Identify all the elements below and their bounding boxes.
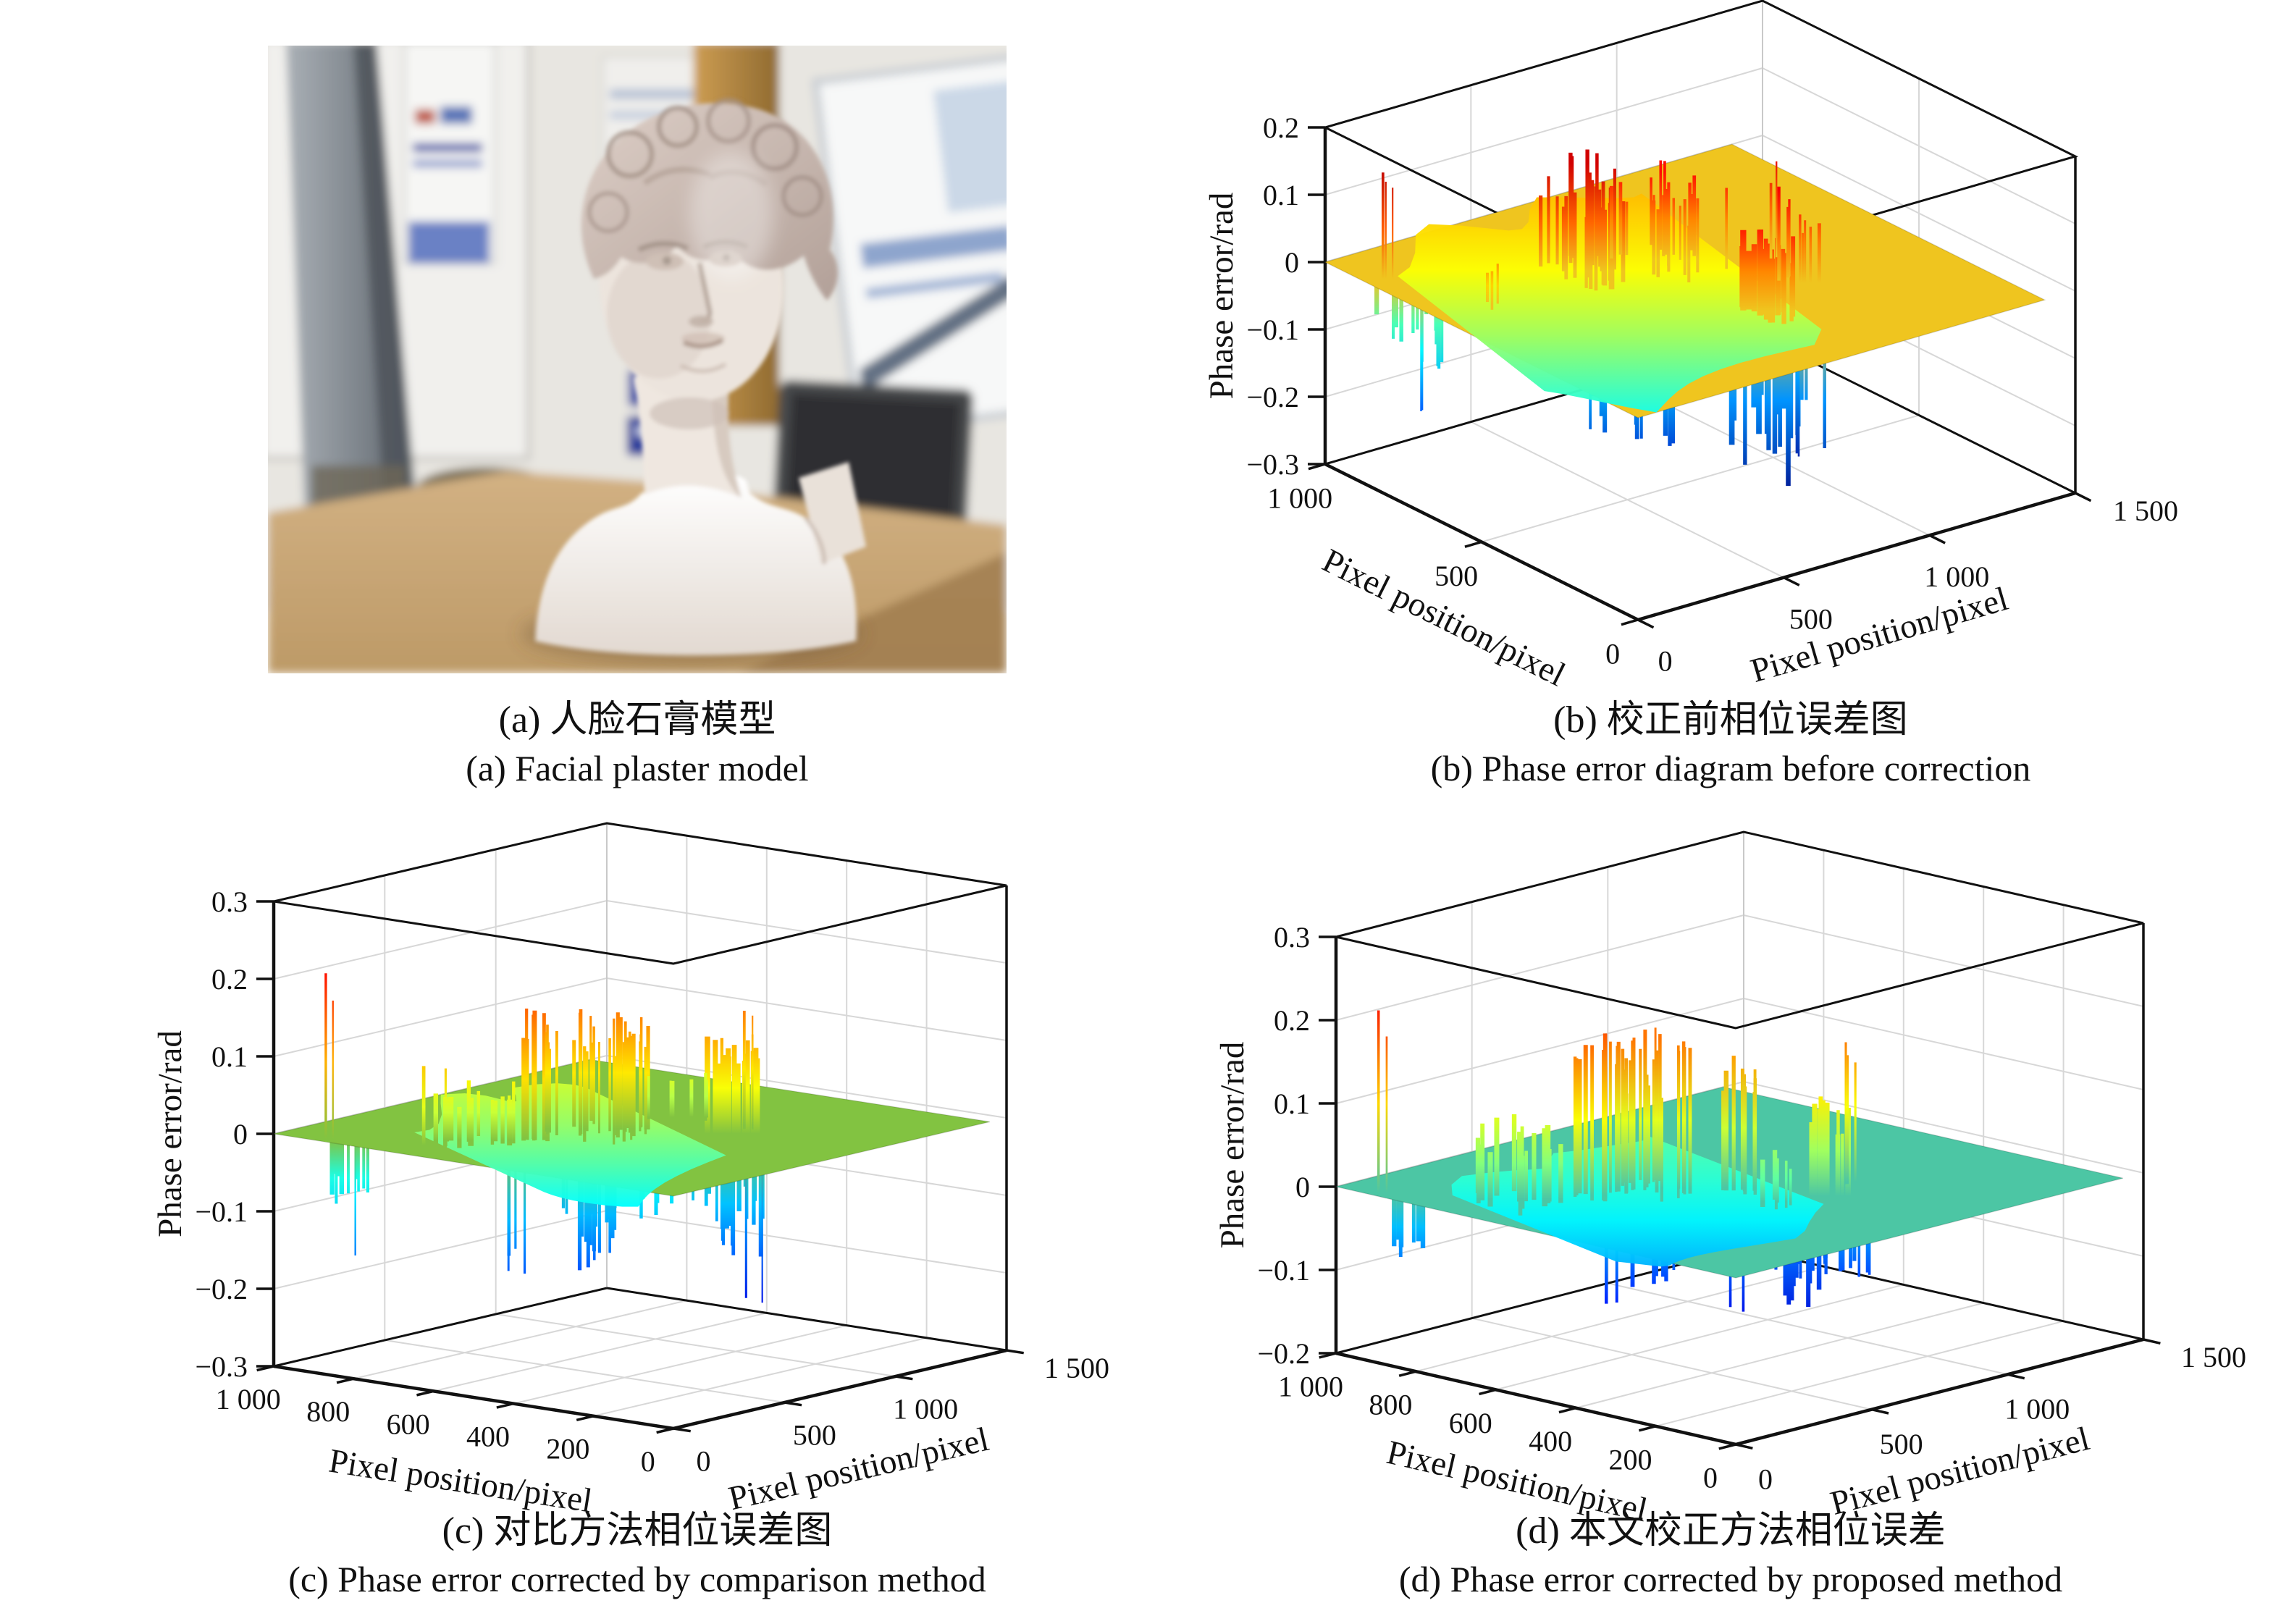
svg-text:Pixel position/pixel: Pixel position/pixel bbox=[1747, 580, 2012, 690]
svg-text:400: 400 bbox=[466, 1420, 510, 1452]
caption-a-english: (a) Facial plaster model bbox=[466, 748, 809, 788]
svg-text:1 500: 1 500 bbox=[1044, 1352, 1109, 1384]
svg-text:0.3: 0.3 bbox=[1274, 921, 1310, 954]
svg-text:1 000: 1 000 bbox=[1924, 560, 1989, 593]
caption-d-chinese: (d) 本文校正方法相位误差 bbox=[1516, 1510, 1946, 1552]
caption-c-chinese: (c) 对比方法相位误差图 bbox=[442, 1510, 833, 1552]
svg-text:−0.2: −0.2 bbox=[195, 1273, 248, 1305]
svg-text:500: 500 bbox=[793, 1418, 836, 1451]
svg-text:600: 600 bbox=[387, 1408, 430, 1440]
svg-text:1 500: 1 500 bbox=[2113, 495, 2178, 527]
svg-text:−0.1: −0.1 bbox=[1257, 1254, 1310, 1287]
facial-plaster-model-photo bbox=[268, 46, 1007, 673]
svg-text:0.1: 0.1 bbox=[1263, 179, 1299, 211]
caption-panel-a: (a) 人脸石膏模型 (a) Facial plaster model bbox=[87, 697, 1188, 792]
svg-text:200: 200 bbox=[546, 1433, 589, 1465]
svg-text:Phase error/rad: Phase error/rad bbox=[1214, 1042, 1251, 1249]
svg-text:0: 0 bbox=[1758, 1463, 1773, 1495]
caption-c-english: (c) Phase error corrected by comparison … bbox=[288, 1559, 986, 1599]
svg-text:−0.3: −0.3 bbox=[195, 1350, 248, 1383]
caption-panel-b: (b) 校正前相位误差图 (b) Phase error diagram bef… bbox=[1180, 697, 2281, 792]
svg-text:500: 500 bbox=[1789, 602, 1833, 635]
svg-text:−0.1: −0.1 bbox=[195, 1195, 248, 1228]
svg-text:Phase error/rad: Phase error/rad bbox=[151, 1030, 189, 1237]
svg-text:0: 0 bbox=[1605, 637, 1620, 670]
svg-text:0: 0 bbox=[233, 1118, 248, 1150]
svg-text:0: 0 bbox=[1285, 246, 1299, 279]
svg-text:−0.2: −0.2 bbox=[1246, 381, 1299, 413]
svg-text:1 000: 1 000 bbox=[1278, 1370, 1343, 1402]
svg-text:0: 0 bbox=[1703, 1461, 1718, 1494]
framed-poster bbox=[811, 50, 1007, 437]
svg-text:0.2: 0.2 bbox=[1263, 112, 1299, 144]
svg-text:400: 400 bbox=[1529, 1425, 1572, 1457]
svg-text:0.3: 0.3 bbox=[211, 885, 248, 918]
caption-b-english: (b) Phase error diagram before correctio… bbox=[1430, 748, 2031, 788]
svg-text:−0.2: −0.2 bbox=[1257, 1337, 1310, 1370]
surface-plot-phase-error-proposed-method: 0.3 0.2 0.1 0 −0.1 −0.2 1 000 800 600 400 200 0 0 500… bbox=[1195, 818, 2281, 1529]
svg-text:0.2: 0.2 bbox=[1274, 1004, 1310, 1037]
svg-text:1 000: 1 000 bbox=[216, 1383, 281, 1415]
svg-text:−0.1: −0.1 bbox=[1246, 314, 1299, 346]
surface-plot-phase-error-comparison-method: 0.3 0.2 0.1 0 −0.1 −0.2 −0.3 1 000 800 600 400 200 0… bbox=[72, 818, 1159, 1520]
svg-text:−0.3: −0.3 bbox=[1246, 448, 1299, 481]
svg-text:500: 500 bbox=[1880, 1428, 1923, 1460]
svg-text:800: 800 bbox=[306, 1395, 350, 1428]
caption-b-chinese: (b) 校正前相位误差图 bbox=[1553, 699, 1908, 741]
svg-text:1 000: 1 000 bbox=[2004, 1393, 2070, 1426]
svg-text:0: 0 bbox=[1295, 1171, 1310, 1203]
svg-text:0: 0 bbox=[1658, 645, 1673, 678]
svg-text:1 500: 1 500 bbox=[2181, 1341, 2246, 1373]
svg-text:500: 500 bbox=[1434, 560, 1478, 592]
svg-text:Phase error/rad: Phase error/rad bbox=[1203, 193, 1240, 400]
svg-text:600: 600 bbox=[1449, 1407, 1492, 1439]
caption-a-chinese: (a) 人脸石膏模型 bbox=[498, 699, 776, 741]
surface-plot-phase-error-before-correction: 0.2 0.1 0 −0.1 −0.2 −0.3 1 000 500 0 0 500 1 000 1 5… bbox=[1195, 0, 2281, 694]
caption-panel-d: (d) 本文校正方法相位误差 (d) Phase error corrected… bbox=[1180, 1507, 2281, 1603]
svg-text:0.2: 0.2 bbox=[211, 963, 248, 996]
photo-illustration bbox=[268, 46, 1007, 673]
svg-text:800: 800 bbox=[1369, 1389, 1412, 1421]
svg-text:0.1: 0.1 bbox=[211, 1040, 248, 1073]
svg-text:1 000: 1 000 bbox=[893, 1392, 958, 1425]
poster bbox=[403, 46, 497, 264]
caption-panel-c: (c) 对比方法相位误差图 (c) Phase error corrected … bbox=[87, 1507, 1188, 1603]
caption-d-english: (d) Phase error corrected by proposed me… bbox=[1398, 1559, 2063, 1599]
plaster-bust bbox=[521, 98, 866, 664]
svg-text:0.1: 0.1 bbox=[1274, 1087, 1310, 1120]
svg-text:1 000: 1 000 bbox=[1267, 481, 1332, 514]
svg-text:0: 0 bbox=[696, 1444, 710, 1477]
svg-text:200: 200 bbox=[1609, 1443, 1652, 1476]
svg-text:Pixel position/pixel: Pixel position/pixel bbox=[725, 1421, 992, 1518]
svg-text:0: 0 bbox=[641, 1445, 655, 1478]
